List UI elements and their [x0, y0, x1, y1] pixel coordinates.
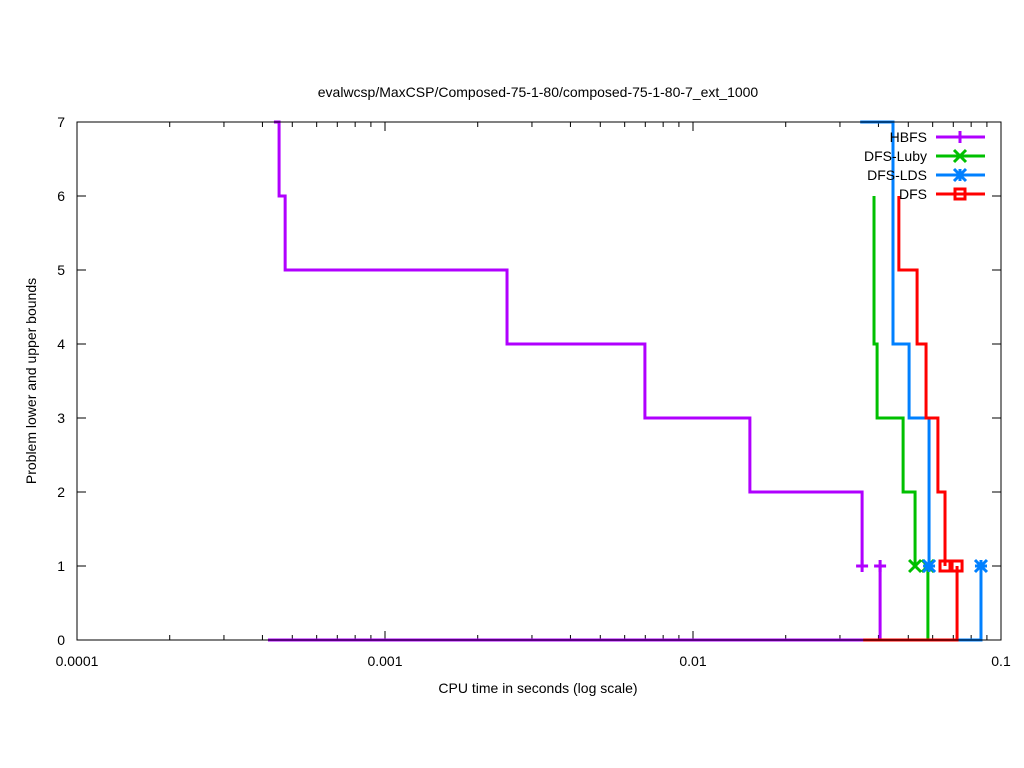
hbfs-point-marker: [874, 560, 887, 572]
dfs-lds-point-marker: [973, 558, 989, 574]
hbfs-point-marker: [856, 560, 869, 572]
dfs-luby-upper-bound-line: [872, 196, 917, 566]
plot-frame: [76, 121, 1002, 641]
y-tick-label: 0: [57, 632, 65, 648]
legend-marker-hbfs: [954, 131, 966, 143]
x-tick-label: 0.001: [367, 653, 402, 669]
legend-marker-dfs-luby: [952, 148, 968, 164]
dfs-point-marker: [938, 559, 952, 573]
y-tick-label: 1: [57, 558, 65, 574]
chart-title: evalwcsp/MaxCSP/Composed-75-1-80/compose…: [318, 84, 759, 100]
y-tick-label: 6: [57, 188, 65, 204]
y-tick-label: 2: [57, 484, 65, 500]
legend-label-dfs: DFS: [899, 186, 927, 202]
y-tick-label: 5: [57, 262, 65, 278]
legend-label-dfs-lds: DFS-LDS: [867, 167, 927, 183]
y-tick-label: 3: [57, 410, 65, 426]
legend-label-hbfs: HBFS: [890, 129, 927, 145]
x-tick-label: 0.0001: [56, 653, 99, 669]
legend-label-dfs-luby: DFS-Luby: [864, 148, 927, 164]
dfs-lds-point-marker: [921, 558, 937, 574]
dfs-lower-bound-line: [863, 566, 959, 642]
dfs-upper-bound-line: [897, 196, 947, 566]
y-tick-label: 7: [57, 114, 65, 130]
dfs-luby-point-marker: [908, 558, 923, 574]
dfs-lds-lower-bound-line: [957, 566, 983, 642]
hbfs-lower-bound-line: [268, 566, 882, 642]
hbfs-upper-bound-line: [273, 120, 864, 566]
y-tick-label: 4: [57, 336, 65, 352]
x-tick-label: 0.01: [679, 653, 706, 669]
legend-marker-dfs-lds: [952, 167, 968, 183]
x-axis-label: CPU time in seconds (log scale): [438, 680, 637, 696]
y-axis-label: Problem lower and upper bounds: [23, 278, 39, 484]
legend-marker-dfs: [953, 187, 967, 201]
series-hbfs: [268, 120, 887, 642]
dfs-point-marker: [950, 559, 964, 573]
x-tick-label: 0.1: [991, 653, 1011, 669]
